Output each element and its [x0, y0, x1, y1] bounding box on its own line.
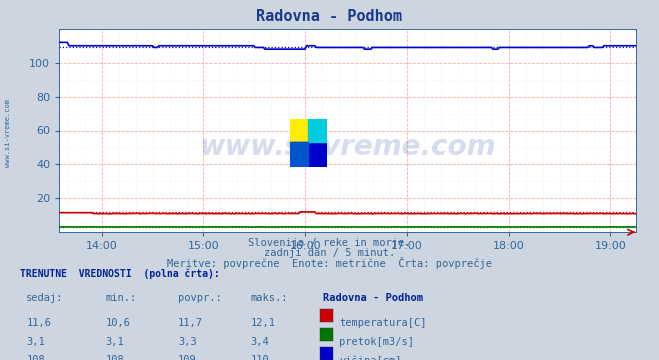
Text: povpr.:: povpr.: — [178, 293, 221, 303]
Text: 10,6: 10,6 — [105, 318, 130, 328]
Text: TRENUTNE  VREDNOSTI  (polna črta):: TRENUTNE VREDNOSTI (polna črta): — [20, 268, 219, 279]
Text: 108: 108 — [105, 355, 124, 360]
Text: www.si-vreme.com: www.si-vreme.com — [5, 99, 11, 167]
Text: 109: 109 — [178, 355, 196, 360]
Text: sedaj:: sedaj: — [26, 293, 64, 303]
Text: 110: 110 — [250, 355, 269, 360]
Text: pretok[m3/s]: pretok[m3/s] — [339, 337, 415, 347]
Text: 3,1: 3,1 — [105, 337, 124, 347]
Text: maks.:: maks.: — [250, 293, 288, 303]
Text: 3,3: 3,3 — [178, 337, 196, 347]
Text: min.:: min.: — [105, 293, 136, 303]
Text: 11,7: 11,7 — [178, 318, 203, 328]
Text: 108: 108 — [26, 355, 45, 360]
Text: 3,4: 3,4 — [250, 337, 269, 347]
Text: Radovna - Podhom: Radovna - Podhom — [323, 293, 423, 303]
Text: temperatura[C]: temperatura[C] — [339, 318, 427, 328]
Text: 11,6: 11,6 — [26, 318, 51, 328]
Text: višina[cm]: višina[cm] — [339, 355, 402, 360]
Text: Meritve: povprečne  Enote: metrične  Črta: povprečje: Meritve: povprečne Enote: metrične Črta:… — [167, 257, 492, 269]
Text: zadnji dan / 5 minut.: zadnji dan / 5 minut. — [264, 248, 395, 258]
Text: 3,1: 3,1 — [26, 337, 45, 347]
Text: www.si-vreme.com: www.si-vreme.com — [200, 133, 496, 161]
Text: Slovenija / reke in morje.: Slovenija / reke in morje. — [248, 238, 411, 248]
Text: 12,1: 12,1 — [250, 318, 275, 328]
Text: Radovna - Podhom: Radovna - Podhom — [256, 9, 403, 24]
